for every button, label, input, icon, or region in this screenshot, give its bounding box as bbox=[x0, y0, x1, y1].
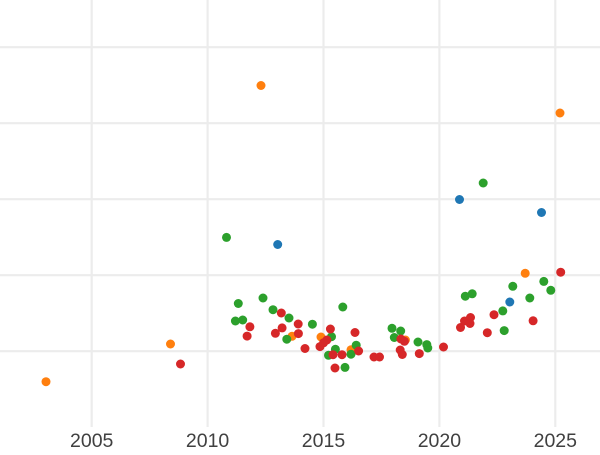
svg-text:2010: 2010 bbox=[186, 430, 230, 450]
svg-text:2005: 2005 bbox=[70, 430, 114, 450]
svg-text:2020: 2020 bbox=[418, 430, 462, 450]
svg-text:2025: 2025 bbox=[534, 430, 578, 450]
svg-text:2015: 2015 bbox=[302, 430, 346, 450]
